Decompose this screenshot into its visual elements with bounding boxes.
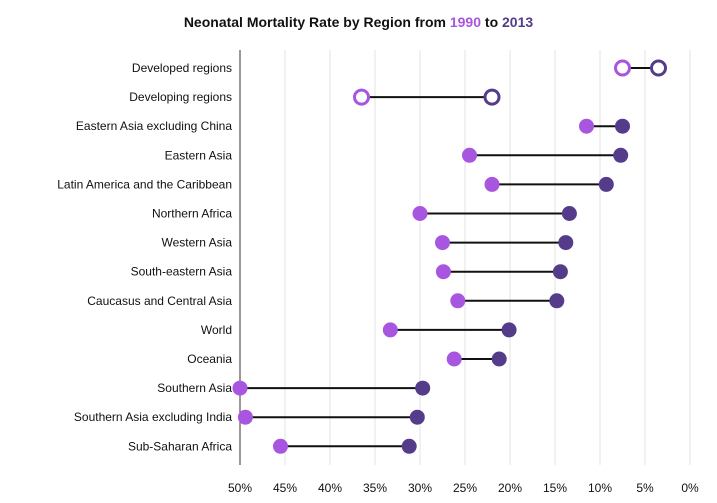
point-2013 (561, 206, 577, 221)
x-tick-label: 25% (453, 481, 477, 495)
x-tick-label: 45% (273, 481, 297, 495)
point-2013 (409, 409, 425, 425)
region-label: Sub-Saharan Africa (128, 439, 232, 453)
point-2013 (558, 235, 574, 251)
region-label: Western Asia (162, 236, 233, 250)
region-label: Latin America and the Caribbean (57, 177, 232, 191)
chart-title-year-start: 1990 (449, 14, 482, 30)
region-label: Eastern Asia excluding China (76, 119, 232, 133)
point-1990 (579, 118, 594, 134)
region-label: Southern Asia excluding India (74, 410, 232, 424)
x-tick-label: 10% (588, 481, 612, 495)
point-2013 (552, 264, 568, 280)
region-label: Developed regions (132, 61, 232, 75)
point-1990 (484, 176, 500, 192)
region-label: Developing regions (129, 90, 232, 104)
point-1990 (435, 264, 451, 280)
region-label: South-eastern Asia (131, 265, 233, 279)
x-tick-label: 0% (681, 481, 699, 495)
region-label: Oceania (187, 352, 232, 366)
point-2013 (483, 88, 501, 106)
point-2013 (501, 322, 517, 338)
point-1990 (382, 322, 398, 338)
point-2013 (401, 438, 417, 454)
x-tick-label: 30% (408, 481, 432, 495)
x-tick-label: 15% (543, 481, 567, 495)
point-1990 (237, 409, 253, 425)
point-2013 (549, 293, 565, 309)
point-1990 (232, 380, 248, 396)
point-2013 (415, 380, 431, 396)
chart-title: Neonatal Mortality Rate by Region from 1… (0, 14, 717, 30)
point-1990 (435, 235, 450, 251)
region-label: Northern Africa (152, 207, 232, 221)
point-1990 (273, 438, 288, 454)
point-2013 (615, 118, 630, 134)
x-tick-label: 5% (636, 481, 654, 495)
point-1990 (446, 351, 462, 367)
point-2013 (613, 147, 629, 163)
point-1990 (412, 206, 428, 221)
point-1990 (450, 293, 466, 309)
point-2013 (491, 351, 507, 367)
x-tick-label: 35% (363, 481, 387, 495)
region-label: Southern Asia (157, 381, 232, 395)
region-label: Caucasus and Central Asia (87, 294, 232, 308)
x-tick-label: 40% (318, 481, 342, 495)
x-tick-label: 50% (228, 481, 252, 495)
gridlines (284, 50, 691, 465)
point-2013 (598, 176, 614, 192)
chart-title-year-end: 2013 (502, 14, 534, 30)
x-tick-label: 20% (498, 481, 522, 495)
point-1990 (462, 147, 477, 163)
point-1990 (614, 59, 631, 77)
chart-title-prefix: Neonatal Mortality Rate by Region from (183, 14, 450, 30)
point-1990 (353, 88, 370, 106)
point-2013 (650, 59, 667, 77)
region-label: Eastern Asia (165, 148, 233, 162)
chart-title-connector: to (481, 14, 503, 30)
region-label: World (201, 323, 232, 337)
